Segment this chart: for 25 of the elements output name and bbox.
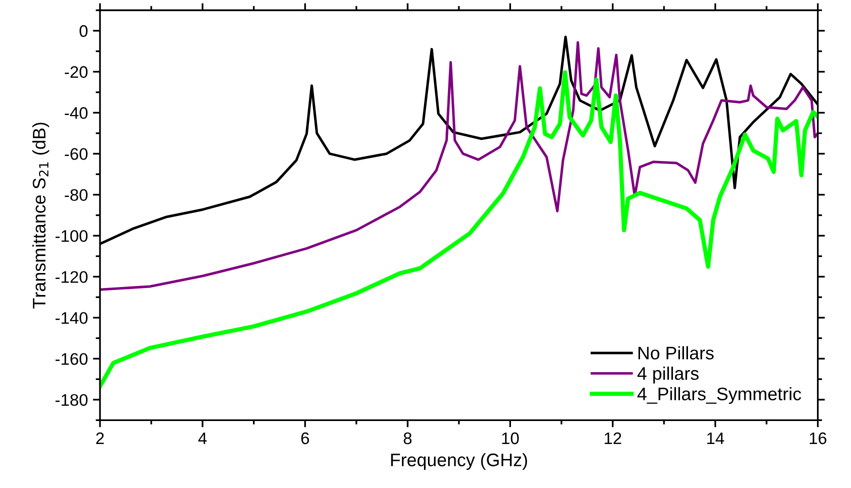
x-tick-label: 6 [301, 432, 309, 444]
line-series [100, 70, 818, 388]
y-tick-label: -40 [64, 107, 88, 119]
x-tick-label: 14 [707, 432, 724, 444]
x-axis-title: Frequency (GHz) [391, 453, 528, 470]
y-tick-label: -100 [56, 230, 88, 242]
x-tick-label: 2 [96, 432, 104, 444]
y-tick-label: -180 [56, 394, 88, 406]
y-tick-label: -60 [64, 148, 88, 160]
y-axis-title: Transmittance S$_{21}$ (dB) [32, 122, 50, 309]
y-tick-label: -80 [64, 189, 88, 201]
line-series [100, 41, 818, 291]
x-tick-label: 4 [198, 432, 207, 444]
legend-label: 4 pillars [637, 366, 699, 384]
x-tick-label: 8 [404, 432, 412, 444]
legend-label: No Pillars [638, 346, 714, 360]
x-tick-label: 10 [502, 432, 519, 444]
x-tick-label: 16 [810, 432, 826, 444]
y-tick-label: -120 [56, 271, 88, 283]
legend-label: 4_Pillars_Symmetric [637, 387, 802, 404]
y-tick-label: 0 [80, 25, 88, 37]
y-tick-label: -140 [56, 312, 88, 324]
y-tick-label: -20 [64, 66, 88, 78]
x-tick-label: 12 [604, 432, 622, 444]
y-tick-label: -160 [56, 353, 88, 365]
